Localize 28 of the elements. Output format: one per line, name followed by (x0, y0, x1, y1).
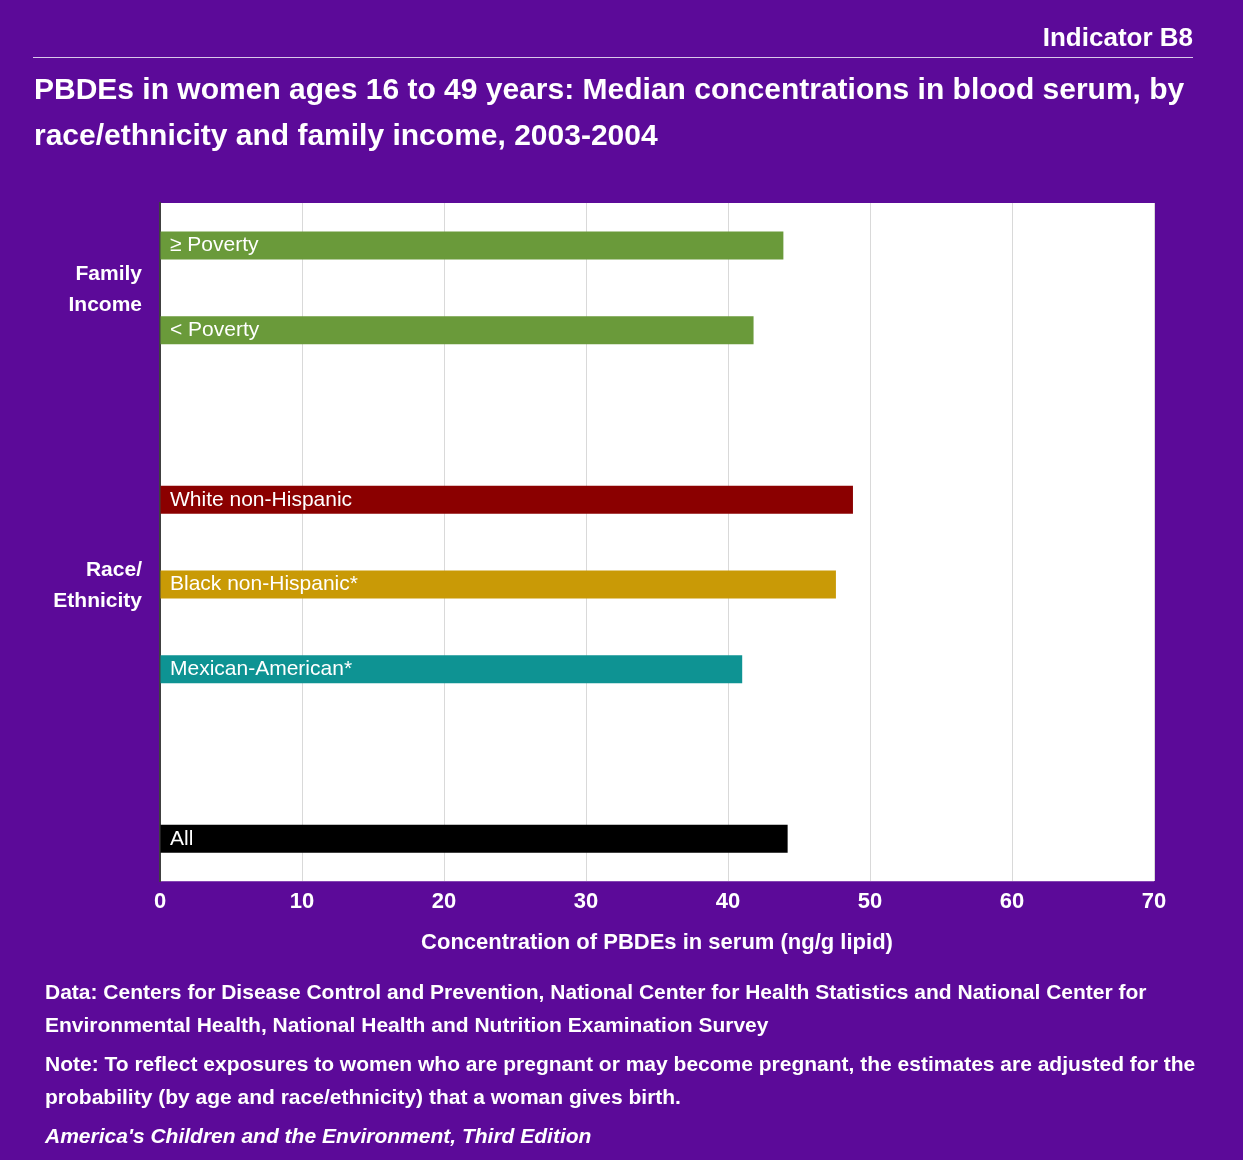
x-axis-title: Concentration of PBDEs in serum (ng/g lipid) (421, 928, 893, 954)
y-tick-label: All (170, 825, 194, 849)
chart-title: PBDEs in women ages 16 to 49 years: Median concentrations in blood serum, by race/ethnicity and family income, 2003-2004 (34, 71, 1186, 153)
x-tick-label: 50 (857, 888, 883, 914)
bar (160, 570, 836, 599)
x-tick-label: 10 (289, 888, 315, 914)
bar (160, 485, 853, 514)
text: America's Children and the Environment, Third Edition (45, 1123, 593, 1149)
x-tick-label: 40 (715, 888, 741, 914)
bar (160, 824, 788, 853)
y-tick-label: ≥ Poverty (170, 232, 260, 256)
text: Indicator B8 (33, 22, 1193, 58)
text: Race/ Ethnicity (52, 556, 142, 614)
x-tick-label: 60 (999, 888, 1025, 914)
bar (160, 655, 743, 684)
text: Family Income (67, 259, 142, 317)
text: Note: To reflect exposures to women who are pregnant or may become pregnant, the estimates are adjusted for the probability (by age and race/ethnicity) that a woman gives birth. (45, 1051, 1197, 1110)
y-tick-label: Mexican-American* (170, 656, 353, 680)
bar (160, 231, 784, 260)
x-tick-label: 30 (573, 888, 599, 914)
x-tick-label: 70 (1141, 888, 1167, 914)
text: Data: Centers for Disease Control and Prevention, National Center for Health Statistics and National Center for Environmental Health, National Health and Nutrition Examination Survey (45, 979, 1148, 1038)
x-tick-label: 0 (153, 888, 167, 914)
bar (160, 316, 754, 345)
y-tick-label: < Poverty (170, 316, 260, 340)
y-tick-label: White non-Hispanic (170, 486, 353, 510)
y-tick-label: Black non-Hispanic* (170, 571, 358, 595)
x-tick-label: 20 (431, 888, 457, 914)
